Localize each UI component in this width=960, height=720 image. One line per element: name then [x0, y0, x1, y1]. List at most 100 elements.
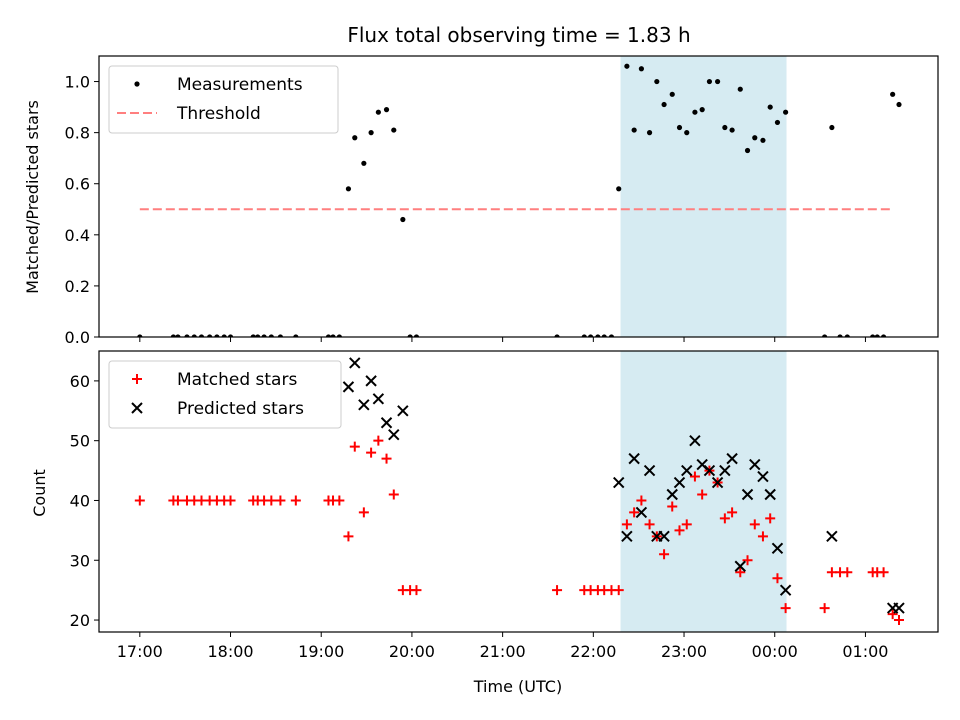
axes-frame-top — [98, 55, 939, 338]
point-bottom-1-10 — [628, 452, 640, 465]
point-bottom-1-12 — [643, 464, 656, 477]
point-bottom-1-27 — [757, 470, 769, 483]
point-bottom-0-42 — [667, 501, 678, 512]
legend-marker-bottom-0 — [132, 374, 142, 384]
point-bottom-0-15 — [290, 495, 301, 506]
point-bottom-0-39 — [644, 519, 655, 530]
point-bottom-0-56 — [772, 573, 783, 584]
point-top-0-26 — [400, 216, 406, 223]
point-bottom-0-46 — [697, 489, 708, 500]
point-bottom-1-4 — [372, 393, 385, 405]
shaded-span-top — [620, 56, 787, 337]
point-bottom-1-14 — [658, 530, 670, 543]
point-bottom-0-58 — [819, 603, 830, 614]
point-bottom-0-53 — [749, 519, 760, 530]
point-bottom-0-28 — [411, 585, 422, 596]
point-top-0-49 — [722, 124, 728, 131]
legend-label-top-0: Measurements — [177, 75, 303, 95]
point-bottom-0-64 — [878, 567, 889, 578]
point-bottom-0-50 — [727, 507, 738, 518]
x-tick-label-3: 20:00 — [389, 642, 435, 661]
point-bottom-0-66 — [893, 615, 904, 626]
point-bottom-1-5 — [380, 417, 393, 429]
y-axis-label-bottom: Count — [30, 469, 49, 517]
y-axis-label-top: Matched/Predicted stars — [23, 100, 42, 294]
point-bottom-1-22 — [719, 464, 731, 477]
point-bottom-0-57 — [780, 603, 791, 614]
point-bottom-0-24 — [381, 453, 392, 464]
point-top-0-15 — [293, 334, 299, 337]
point-bottom-1-23 — [726, 452, 738, 465]
x-tick-label-1: 18:00 — [207, 642, 253, 661]
point-top-0-59 — [829, 124, 835, 131]
point-bottom-0-38 — [636, 495, 647, 506]
point-top-0-19 — [345, 186, 352, 192]
point-bottom-1-25 — [741, 488, 754, 501]
point-bottom-1-15 — [666, 488, 678, 501]
point-top-0-45 — [692, 109, 698, 115]
point-bottom-1-3 — [365, 375, 377, 387]
point-top-0-30 — [581, 334, 587, 337]
point-bottom-1-20 — [703, 464, 716, 477]
point-bottom-1-26 — [749, 458, 761, 471]
bottom-panel: 20 30 40 50 60 17:00 18:00 19:00 20:00 21:00 22:00… — [70, 350, 939, 661]
point-bottom-0-36 — [621, 519, 632, 530]
x-tick-label-7: 00:00 — [752, 642, 798, 661]
y-tick-label-top-5: 1.0 — [65, 73, 90, 92]
point-top-0-35 — [616, 186, 622, 192]
point-bottom-0-25 — [388, 489, 399, 500]
point-top-0-29 — [554, 334, 560, 337]
point-bottom-1-9 — [621, 530, 633, 543]
point-top-0-31 — [588, 334, 594, 337]
point-top-0-47 — [706, 78, 713, 85]
point-top-0-50 — [729, 127, 735, 133]
point-bottom-1-28 — [764, 488, 776, 501]
point-bottom-1-1 — [349, 357, 361, 369]
point-bottom-0-65 — [887, 609, 898, 620]
point-top-0-8 — [221, 334, 227, 337]
point-bottom-1-21 — [711, 476, 724, 489]
y-tick-label-top-0: 0.0 — [65, 328, 90, 347]
point-bottom-0-49 — [719, 513, 730, 524]
legend-label-bottom-0: Matched stars — [177, 370, 297, 390]
top-panel: 0.0 0.2 0.4 0.6 0.8 1.0 Measurements Threshold — [65, 55, 939, 347]
point-top-0-46 — [699, 107, 705, 113]
y-tick-label-top-2: 0.4 — [65, 226, 90, 245]
point-bottom-0-20 — [349, 441, 360, 452]
point-bottom-0-2 — [172, 495, 183, 506]
point-top-0-4 — [191, 334, 197, 337]
x-tick-label-5: 22:00 — [570, 642, 616, 661]
legend-label-bottom-1: Predicted stars — [177, 399, 304, 419]
axes-frame-bottom — [98, 350, 939, 633]
point-top-0-16 — [325, 334, 332, 337]
point-bottom-1-31 — [826, 530, 838, 543]
x-axis-label: Time (UTC) — [473, 677, 562, 696]
point-top-0-33 — [601, 334, 607, 337]
point-bottom-0-0 — [134, 495, 145, 506]
point-top-0-6 — [207, 334, 213, 337]
x-tick-label-8: 01:00 — [842, 642, 888, 661]
legend-marker-bottom-1 — [131, 402, 143, 414]
point-top-0-5 — [198, 334, 205, 337]
legend-bottom: Matched stars Predicted stars — [108, 360, 342, 429]
point-top-0-11 — [255, 334, 261, 337]
point-bottom-0-35 — [613, 585, 624, 596]
point-top-0-1 — [170, 334, 176, 337]
point-top-0-28 — [413, 334, 420, 337]
series-predicted-stars — [342, 357, 905, 614]
point-bottom-0-55 — [765, 513, 776, 524]
point-bottom-0-51 — [735, 567, 746, 578]
point-bottom-0-21 — [358, 507, 369, 518]
point-top-0-43 — [676, 124, 683, 131]
shaded-span-bottom — [620, 351, 787, 632]
point-top-0-66 — [896, 101, 902, 108]
point-top-0-62 — [870, 334, 876, 337]
legend-top: Measurements Threshold — [108, 65, 339, 134]
point-bottom-1-11 — [635, 506, 648, 519]
y-tick-label-top-1: 0.2 — [65, 277, 90, 296]
legend-label-top-1: Threshold — [176, 104, 261, 124]
point-bottom-1-33 — [893, 602, 905, 614]
point-bottom-0-29 — [552, 585, 563, 596]
point-top-0-36 — [624, 63, 630, 69]
point-top-0-38 — [638, 66, 645, 72]
